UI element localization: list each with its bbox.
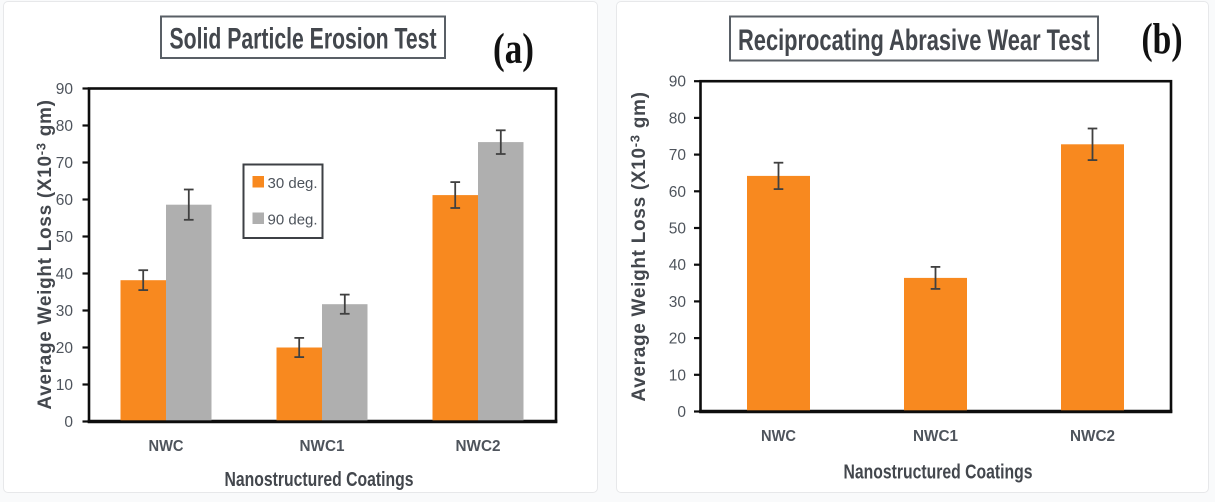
svg-text:Reciprocating Abrasive Wear Te: Reciprocating Abrasive Wear Test xyxy=(738,24,1090,57)
svg-text:70: 70 xyxy=(56,155,74,172)
svg-text:90: 90 xyxy=(56,81,74,98)
svg-text:(a): (a) xyxy=(493,26,534,73)
svg-text:NWC1: NWC1 xyxy=(913,428,958,445)
svg-text:NWC: NWC xyxy=(149,438,184,455)
svg-text:20: 20 xyxy=(669,331,687,348)
svg-text:60: 60 xyxy=(669,184,687,201)
svg-text:50: 50 xyxy=(56,229,74,246)
svg-text:70: 70 xyxy=(669,147,687,164)
svg-text:40: 40 xyxy=(56,266,74,283)
svg-text:Average Weight Loss (X10-3 gm): Average Weight Loss (X10-3 gm) xyxy=(628,91,651,401)
svg-text:80: 80 xyxy=(669,110,687,127)
svg-text:0: 0 xyxy=(677,404,686,421)
svg-text:NWC1: NWC1 xyxy=(300,438,345,455)
svg-text:30 deg.: 30 deg. xyxy=(268,175,318,192)
svg-text:Solid Particle Erosion Test: Solid Particle Erosion Test xyxy=(170,23,437,56)
svg-text:0: 0 xyxy=(64,414,73,431)
svg-text:80: 80 xyxy=(56,118,74,135)
svg-text:60: 60 xyxy=(56,192,74,209)
svg-text:NWC: NWC xyxy=(761,428,796,445)
svg-text:NWC2: NWC2 xyxy=(456,438,501,455)
svg-text:40: 40 xyxy=(669,257,687,274)
svg-text:20: 20 xyxy=(56,340,74,357)
svg-text:Average Weight Loss (X10-3 gm): Average Weight Loss (X10-3 gm) xyxy=(34,99,57,409)
svg-text:30: 30 xyxy=(669,294,687,311)
svg-text:90: 90 xyxy=(669,74,687,91)
svg-text:10: 10 xyxy=(669,367,687,384)
svg-text:10: 10 xyxy=(56,377,74,394)
svg-text:Nanostructured Coatings: Nanostructured Coatings xyxy=(225,469,414,491)
svg-text:Nanostructured Coatings: Nanostructured Coatings xyxy=(844,462,1033,484)
svg-text:(b): (b) xyxy=(1142,16,1183,63)
svg-text:50: 50 xyxy=(669,221,687,238)
svg-text:30: 30 xyxy=(56,303,74,320)
svg-text:90 deg.: 90 deg. xyxy=(268,212,318,229)
svg-text:NWC2: NWC2 xyxy=(1070,428,1115,445)
